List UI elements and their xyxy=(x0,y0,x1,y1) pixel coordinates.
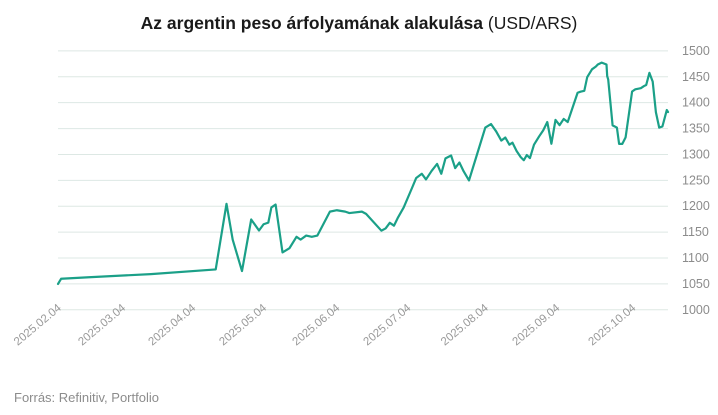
svg-text:2025.05.04: 2025.05.04 xyxy=(217,302,269,349)
svg-text:1150: 1150 xyxy=(682,225,709,239)
svg-text:1000: 1000 xyxy=(682,303,710,317)
svg-text:2025.04.04: 2025.04.04 xyxy=(146,302,198,349)
svg-text:1400: 1400 xyxy=(682,96,710,110)
svg-text:1300: 1300 xyxy=(682,147,710,161)
svg-text:1500: 1500 xyxy=(682,44,710,58)
svg-text:2025.06.04: 2025.06.04 xyxy=(291,302,343,349)
svg-text:2025.07.04: 2025.07.04 xyxy=(362,302,414,349)
svg-text:2025.08.04: 2025.08.04 xyxy=(439,302,491,349)
svg-text:1450: 1450 xyxy=(682,70,710,84)
svg-text:1200: 1200 xyxy=(682,199,710,213)
svg-text:1050: 1050 xyxy=(682,277,710,291)
svg-text:1350: 1350 xyxy=(682,122,710,136)
svg-text:1100: 1100 xyxy=(682,251,709,265)
svg-text:2025.03.04: 2025.03.04 xyxy=(76,302,128,349)
svg-text:2025.02.04: 2025.02.04 xyxy=(12,302,64,349)
svg-text:1250: 1250 xyxy=(682,173,710,187)
svg-text:2025.09.04: 2025.09.04 xyxy=(511,302,563,349)
svg-text:2025.10.04: 2025.10.04 xyxy=(587,302,639,349)
